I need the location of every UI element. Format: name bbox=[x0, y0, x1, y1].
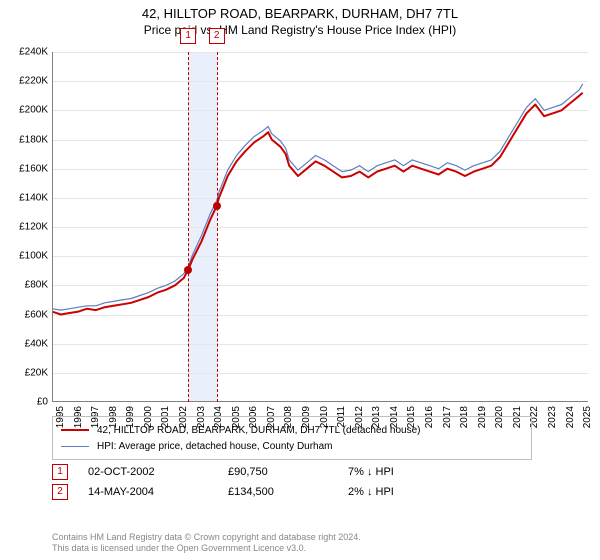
series-line bbox=[52, 93, 583, 315]
annotation-diff: 2% ↓ HPI bbox=[348, 486, 468, 498]
y-axis-label: £120K bbox=[0, 222, 48, 233]
event-marker-box: 1 bbox=[180, 28, 196, 44]
legend-item: HPI: Average price, detached house, Coun… bbox=[61, 438, 523, 454]
legend-item: 42, HILLTOP ROAD, BEARPARK, DURHAM, DH7 … bbox=[61, 422, 523, 438]
event-dot bbox=[184, 266, 192, 274]
y-axis-label: £60K bbox=[0, 309, 48, 320]
y-axis-label: £40K bbox=[0, 338, 48, 349]
x-axis-label: 2024 bbox=[565, 406, 576, 428]
event-line bbox=[217, 52, 218, 402]
y-axis-label: £80K bbox=[0, 280, 48, 291]
annotation-row: 1 02-OCT-2002£90,7507% ↓ HPI bbox=[52, 462, 572, 482]
chart-container: 42, HILLTOP ROAD, BEARPARK, DURHAM, DH7 … bbox=[0, 0, 600, 560]
y-axis-label: £200K bbox=[0, 105, 48, 116]
title-main: 42, HILLTOP ROAD, BEARPARK, DURHAM, DH7 … bbox=[0, 6, 600, 21]
event-marker-box: 2 bbox=[209, 28, 225, 44]
y-axis-label: £240K bbox=[0, 47, 48, 58]
license-line: Contains HM Land Registry data © Crown c… bbox=[52, 532, 361, 543]
chart-lines-svg bbox=[52, 52, 588, 402]
event-dot bbox=[213, 202, 221, 210]
license-text: Contains HM Land Registry data © Crown c… bbox=[52, 532, 361, 555]
legend-swatch bbox=[61, 446, 89, 447]
annotation-price: £134,500 bbox=[228, 486, 348, 498]
y-axis-label: £160K bbox=[0, 163, 48, 174]
titles: 42, HILLTOP ROAD, BEARPARK, DURHAM, DH7 … bbox=[0, 0, 600, 37]
x-axis-label: 2025 bbox=[582, 406, 593, 428]
event-line bbox=[188, 52, 189, 402]
annotation-date: 02-OCT-2002 bbox=[88, 466, 228, 478]
annotation-diff: 7% ↓ HPI bbox=[348, 466, 468, 478]
y-axis-label: £0 bbox=[0, 397, 48, 408]
legend-label: 42, HILLTOP ROAD, BEARPARK, DURHAM, DH7 … bbox=[97, 425, 420, 436]
title-sub: Price paid vs. HM Land Registry's House … bbox=[0, 23, 600, 37]
annotation-price: £90,750 bbox=[228, 466, 348, 478]
y-axis-label: £180K bbox=[0, 134, 48, 145]
license-line: This data is licensed under the Open Gov… bbox=[52, 543, 361, 554]
transaction-annotations: 1 02-OCT-2002£90,7507% ↓ HPI 2 14-MAY-2004£… bbox=[52, 462, 572, 502]
annotation-row: 2 14-MAY-2004£134,5002% ↓ HPI bbox=[52, 482, 572, 502]
annotation-date: 14-MAY-2004 bbox=[88, 486, 228, 498]
y-axis-label: £20K bbox=[0, 367, 48, 378]
y-axis-label: £220K bbox=[0, 76, 48, 87]
annotation-marker-box: 2 bbox=[52, 484, 68, 500]
chart-plot-area: £0£20K£40K£60K£80K£100K£120K£140K£160K£1… bbox=[52, 52, 588, 402]
annotation-marker-box: 1 bbox=[52, 464, 68, 480]
chart-legend: 42, HILLTOP ROAD, BEARPARK, DURHAM, DH7 … bbox=[52, 416, 532, 460]
x-axis-label: 2023 bbox=[547, 406, 558, 428]
y-axis-label: £100K bbox=[0, 251, 48, 262]
y-axis-label: £140K bbox=[0, 192, 48, 203]
legend-label: HPI: Average price, detached house, Coun… bbox=[97, 441, 333, 452]
series-line bbox=[52, 84, 583, 310]
legend-swatch bbox=[61, 429, 89, 431]
